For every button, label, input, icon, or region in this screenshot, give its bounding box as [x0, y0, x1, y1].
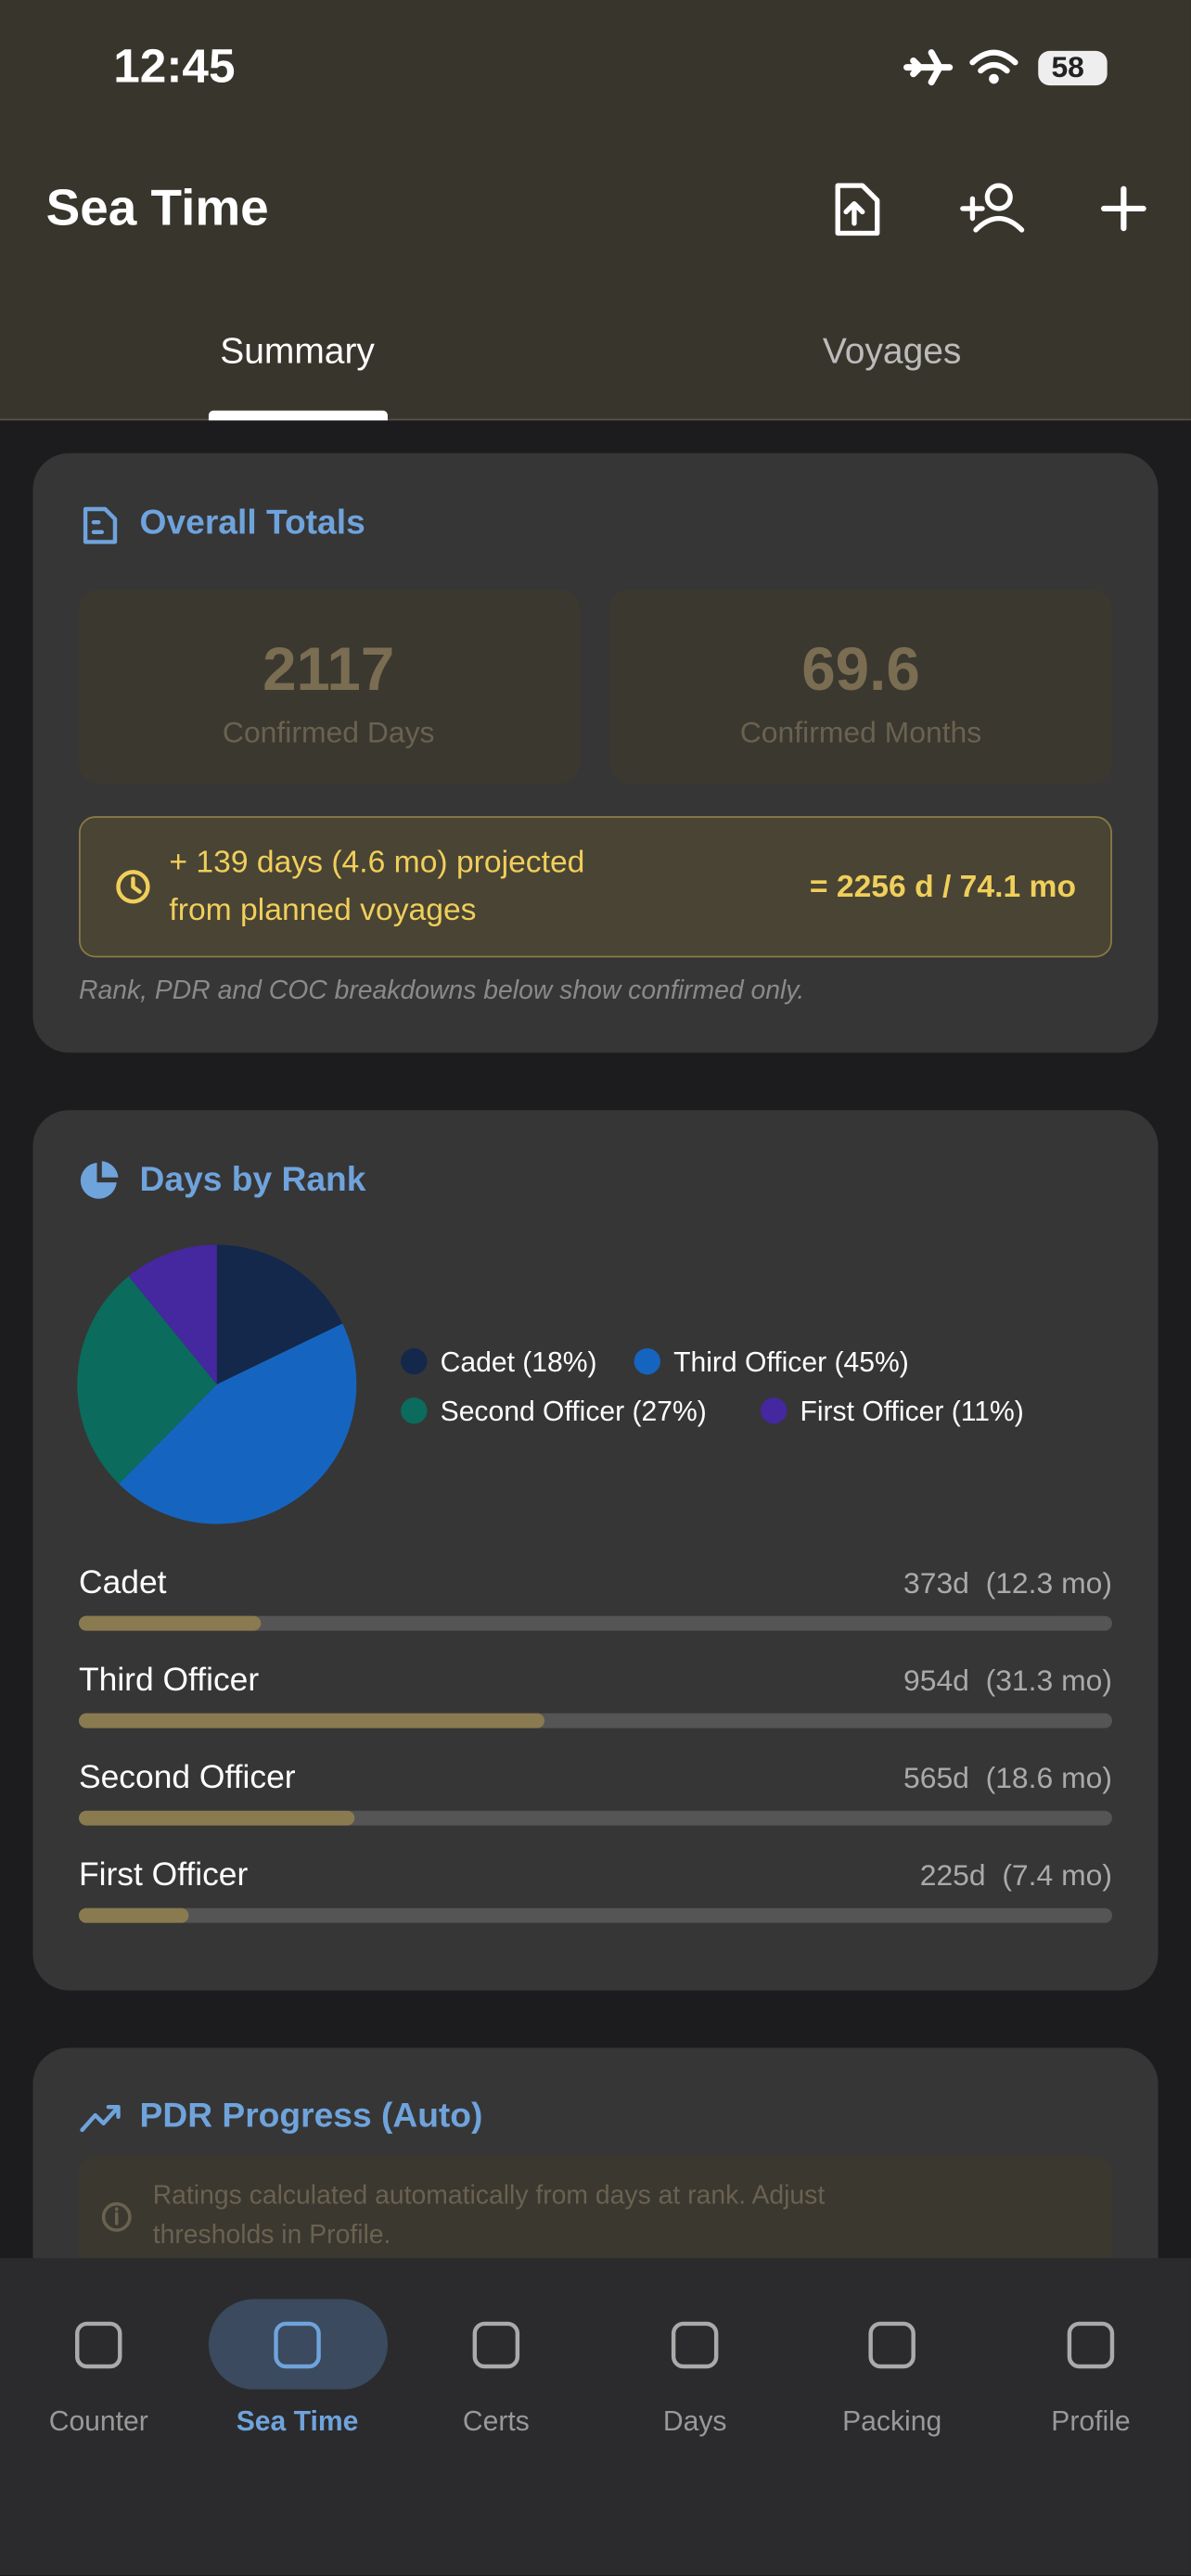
progress-fill: [79, 1810, 355, 1826]
airplane-icon: [903, 49, 954, 86]
nav-label[interactable]: Certs: [462, 2405, 530, 2438]
progress-fill: [79, 1907, 189, 1923]
nav-label[interactable]: Counter: [48, 2405, 148, 2438]
tab-indicator: [208, 410, 388, 421]
note: Rank, PDR and COC breakdowns below show …: [79, 976, 805, 1005]
projection-text: from planned voyages: [169, 893, 477, 928]
progress-track: [79, 1615, 1112, 1631]
nav-label[interactable]: Days: [662, 2405, 727, 2438]
legend-dot: [401, 1397, 428, 1424]
nav-label[interactable]: Packing: [842, 2405, 942, 2438]
trend-icon: [80, 2104, 121, 2133]
nav-icon: [75, 2321, 122, 2369]
clock-icon: [116, 870, 150, 904]
wifi-dot: [989, 73, 999, 84]
progress-fill: [79, 1713, 544, 1728]
nav-active-pill: [208, 2299, 388, 2390]
projection-box: [79, 816, 1112, 958]
nav-icon: [1067, 2321, 1115, 2369]
legend-label: First Officer (11%): [800, 1396, 1023, 1427]
projection-text: + 139 days (4.6 mo) projected: [169, 846, 585, 881]
progress-fill: [79, 1615, 262, 1631]
pie-slice: [216, 1244, 343, 1384]
add-icon[interactable]: [1101, 185, 1146, 232]
stat-box: [79, 589, 581, 784]
legend-label: Second Officer (27%): [441, 1396, 707, 1427]
pie-slice: [119, 1323, 357, 1524]
stat-label: Confirmed Months: [739, 716, 982, 749]
card-icon: [83, 506, 118, 544]
add-person-icon[interactable]: [984, 183, 1013, 211]
rank-days: 565d (18.6 mo): [903, 1761, 1112, 1794]
info-icon: [101, 2201, 132, 2232]
stat-value: 69.6: [801, 635, 920, 703]
rank-days: 954d (31.3 mo): [903, 1664, 1112, 1697]
legend-dot: [634, 1347, 660, 1375]
battery: [1038, 50, 1108, 86]
rank-name: First Officer: [79, 1855, 248, 1893]
info-text: thresholds in Profile.: [152, 2222, 391, 2251]
nav-icon: [472, 2321, 520, 2369]
rank-days: 373d (12.3 mo): [903, 1566, 1112, 1600]
projection-total: = 2256 d / 74.1 mo: [809, 870, 1077, 905]
nav-icon: [671, 2321, 719, 2369]
divider: [0, 418, 1191, 421]
pie-icon: [101, 1161, 119, 1178]
export-icon[interactable]: [835, 183, 880, 236]
rank-name: Second Officer: [79, 1758, 296, 1795]
card-title: Overall Totals: [139, 504, 365, 542]
pie-slice: [128, 1244, 217, 1384]
legend-label: Cadet (18%): [441, 1347, 597, 1378]
rank-name: Cadet: [79, 1563, 167, 1600]
progress-track: [79, 1907, 1112, 1923]
tab[interactable]: Summary: [220, 329, 375, 372]
add-person-icon: [960, 196, 1025, 233]
stat-value: 2117: [263, 635, 395, 703]
battery-level: 58: [1051, 50, 1084, 84]
legend-dot: [760, 1397, 788, 1424]
card-title: Days by Rank: [139, 1161, 366, 1199]
wifi-icon: [969, 49, 1018, 74]
clock-hands: [131, 876, 142, 894]
screen-title: Sea Time: [45, 179, 269, 237]
card-title: PDR Progress (Auto): [139, 2097, 483, 2136]
rank-name: Third Officer: [79, 1661, 259, 1698]
legend-label: Third Officer (45%): [673, 1347, 909, 1378]
legend-dot: [401, 1347, 428, 1375]
pie-icon: [80, 1162, 117, 1199]
nav-icon: [274, 2321, 321, 2369]
pie-slice: [77, 1276, 217, 1485]
rank-days: 225d (7.4 mo): [920, 1858, 1112, 1892]
tab[interactable]: Voyages: [822, 329, 962, 372]
stat-label: Confirmed Days: [222, 716, 435, 749]
nav-icon: [868, 2321, 916, 2369]
nav-label[interactable]: Sea Time: [236, 2405, 359, 2438]
nav-label[interactable]: Profile: [1051, 2405, 1131, 2438]
stat-box: [609, 589, 1112, 784]
bottom-nav: [0, 2258, 1191, 2575]
status-time: 12:45: [113, 41, 236, 94]
info-text: Ratings calculated automatically from da…: [152, 2182, 826, 2211]
